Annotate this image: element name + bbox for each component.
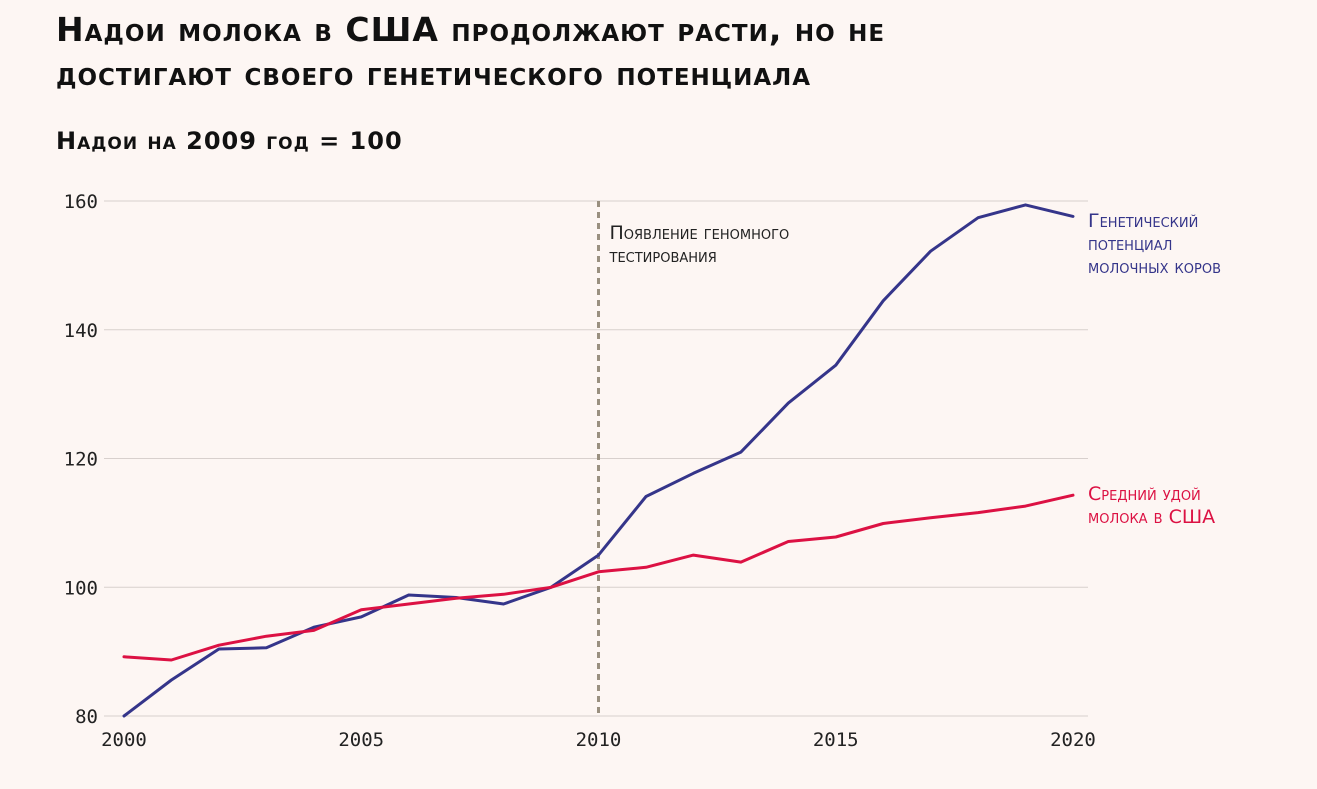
y-tick-label: 160 xyxy=(64,191,98,213)
series-label-genetic: Генетический xyxy=(1088,210,1198,232)
x-tick-label: 2010 xyxy=(576,729,622,751)
series-line-milk xyxy=(122,493,1075,662)
y-tick-label: 80 xyxy=(75,706,98,728)
x-tick-label: 2000 xyxy=(101,729,147,751)
series-label-genetic: молочных коров xyxy=(1088,256,1221,278)
y-tick-label: 140 xyxy=(64,320,98,342)
series-lines xyxy=(122,203,1075,718)
x-tick-label: 2005 xyxy=(338,729,384,751)
axis-ticks: 80 100 120 140 160 2000 2005 2010 2015 2020 xyxy=(64,191,1096,751)
annotation-text: тестирования xyxy=(609,245,717,267)
x-tick-label: 2015 xyxy=(813,729,859,751)
grid-lines xyxy=(104,200,1088,717)
page-subtitle: Надои на 2009 год = 100 xyxy=(56,127,403,155)
series-label-milk: Средний удой xyxy=(1088,483,1201,505)
y-tick-label: 100 xyxy=(64,577,98,599)
page-title: Надои молока в США продолжают расти, но … xyxy=(56,10,886,93)
annotation-text: Появление геномного xyxy=(610,222,790,244)
y-tick-label: 120 xyxy=(64,449,98,471)
series-label-genetic: потенциал xyxy=(1088,233,1172,255)
x-tick-label: 2020 xyxy=(1050,729,1096,751)
series-label-milk: молока в США xyxy=(1088,506,1215,528)
series-line-genetic xyxy=(122,203,1075,718)
